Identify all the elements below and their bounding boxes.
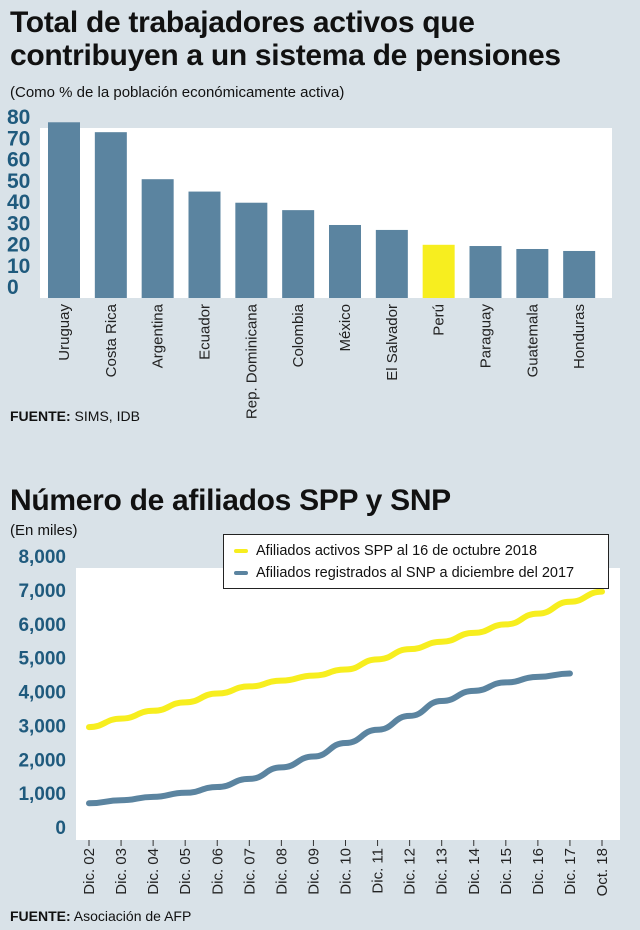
y-tick-label: 30	[7, 212, 30, 235]
x-tick-label: Costa Rica	[103, 303, 120, 377]
bar-uruguay	[48, 122, 80, 299]
y-tick-label: 60	[7, 149, 30, 172]
y-tick-label: 0	[55, 818, 66, 839]
y-tick-label: 50	[7, 170, 30, 193]
y-tick-label: 20	[7, 234, 30, 257]
y-tick-label: 3,000	[18, 716, 66, 737]
line-chart: 0 1,000 2,000 3,000 4,000 5,000 6,000 7,000 8,00…	[18, 547, 620, 896]
y-tick-label: 1,000	[18, 784, 66, 805]
legend-swatch-snp	[234, 571, 248, 575]
chart-subtitle: (En miles)	[10, 522, 78, 539]
x-tick-label: Dic. 07	[241, 848, 258, 895]
y-tick-label: 40	[7, 191, 30, 214]
x-tick-label: Paraguay	[478, 304, 495, 369]
x-tick-label: Dic. 03	[113, 848, 130, 895]
x-tick-label: Dic. 09	[305, 848, 322, 895]
y-tick-label: 4,000	[18, 683, 66, 704]
y-tick-label: 7,000	[18, 581, 66, 602]
y-tick-label: 70	[7, 127, 30, 150]
x-tick-label: Argentina	[150, 303, 167, 368]
chart-title: Número de afiliados SPP y SNP	[10, 484, 451, 517]
x-tick-label: Rep. Dominicana	[243, 303, 260, 419]
source-label: FUENTE:	[10, 408, 71, 424]
x-tick-label: El Salvador	[384, 304, 401, 381]
chart-subtitle: (Como % de la población económicamente a…	[10, 84, 345, 101]
x-tick-label: Dic. 13	[434, 848, 451, 895]
source-text: Asociación de AFP	[70, 908, 192, 924]
x-tick-label: Dic. 05	[177, 848, 194, 895]
y-tick-label: 10	[7, 255, 30, 278]
chart-title-line-1: Total de trabajadores activos que	[10, 6, 475, 39]
x-tick-label: Dic. 04	[145, 848, 162, 895]
x-tick-label: México	[337, 304, 354, 352]
x-tick-label: Colombia	[290, 303, 307, 367]
x-tick-label: Dic. 08	[273, 848, 290, 895]
bar-colombia	[282, 210, 315, 298]
x-tick-label: Dic. 14	[466, 848, 483, 895]
series-line-snp	[86, 670, 573, 807]
x-tick-label: Uruguay	[56, 304, 73, 361]
chart-title: Total de trabajadores activos que contri…	[10, 6, 561, 72]
chart-source: FUENTE: SIMS, IDB	[10, 408, 140, 424]
legend-label-snp: Afiliados registrados al SNP a diciembre…	[256, 565, 575, 581]
x-tick-label: Dic. 16	[530, 848, 547, 895]
x-tick-label: Perú	[431, 304, 448, 336]
bar-chart-panel: Total de trabajadores activos que contri…	[0, 0, 640, 428]
x-tick-label: Guatemala	[524, 303, 541, 377]
y-tick-label: 80	[7, 106, 30, 129]
y-tick-label: 0	[7, 276, 19, 299]
bar-ecuador	[188, 191, 221, 298]
bar-paraguay	[469, 246, 502, 298]
chart-title-line-2: contribuyen a un sistema de pensiones	[10, 39, 561, 72]
x-tick-label: Dic. 06	[209, 848, 226, 895]
x-tick-label: Oct. 18	[594, 848, 611, 896]
legend-item-spp: Afiliados activos SPP al 16 de octubre 2…	[234, 540, 537, 562]
legend-swatch-spp	[234, 549, 248, 553]
legend-label-spp: Afiliados activos SPP al 16 de octubre 2…	[256, 543, 538, 559]
y-tick-label: 8,000	[18, 547, 66, 568]
bar-m-xico	[329, 224, 361, 298]
x-tick-label: Dic. 17	[562, 848, 579, 895]
line-chart-panel: Número de afiliados SPP y SNP (En miles)…	[0, 474, 640, 930]
bar-el-salvador	[375, 229, 408, 298]
x-tick-label: Dic. 12	[402, 848, 419, 895]
x-tick-label: Dic. 02	[81, 848, 98, 895]
bar-costa-rica	[94, 132, 127, 298]
legend-item-snp: Afiliados registrados al SNP a diciembre…	[234, 562, 574, 584]
chart-legend: Afiliados activos SPP al 16 de octubre 2…	[223, 534, 609, 589]
bar-honduras	[563, 250, 596, 298]
bar-argentina	[141, 179, 174, 298]
source-label: FUENTE:	[10, 908, 71, 924]
x-tick-label: Dic. 10	[338, 848, 355, 895]
y-tick-label: 6,000	[18, 615, 66, 636]
x-tick-label: Dic. 15	[498, 848, 515, 895]
source-text: SIMS, IDB	[70, 408, 140, 424]
x-tick-label: Honduras	[571, 304, 588, 369]
y-tick-label: 5,000	[18, 649, 66, 670]
bar-rep-dominicana	[235, 202, 268, 298]
chart-source: FUENTE: Asociación de AFP	[10, 908, 191, 924]
x-tick-label: Ecuador	[197, 304, 214, 360]
y-tick-label: 2,000	[18, 750, 66, 771]
bar-guatemala	[516, 248, 549, 298]
bar-per-	[422, 244, 455, 298]
x-tick-label: Dic. 11	[370, 848, 387, 894]
